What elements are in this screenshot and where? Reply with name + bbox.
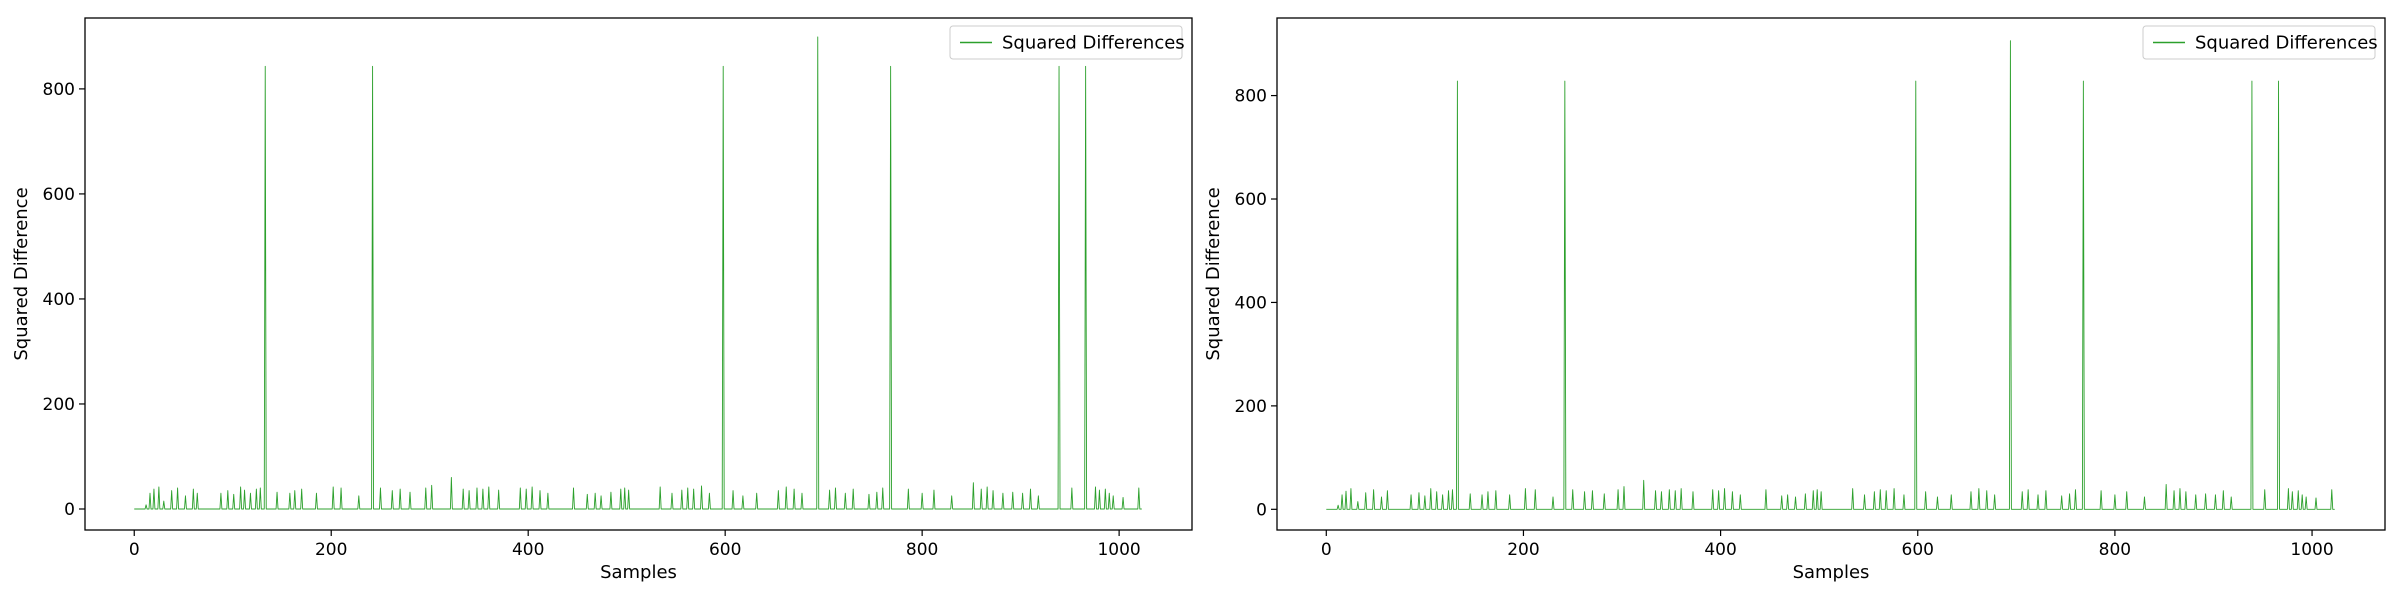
x-tick-label: 0	[129, 540, 140, 560]
legend-label: Squared Differences	[2195, 33, 2378, 54]
series-line-squared-differences	[134, 36, 1142, 510]
legend: Squared Differences	[949, 25, 1185, 60]
x-tick-label: 800	[906, 540, 938, 560]
x-tick-label: 1000	[2290, 540, 2333, 560]
chart-panel-1: 0 200 400 600 800 1000 0 200 400 600 800 Samples Squ…	[11, 17, 1193, 583]
y-tick-label: 800	[43, 80, 75, 100]
y-tick-label: 600	[1235, 190, 1267, 210]
legend: Squared Differences	[2142, 25, 2378, 60]
legend-box	[949, 25, 1183, 60]
y-tick-label: 0	[1256, 500, 1267, 520]
x-tick-label: 400	[1704, 540, 1736, 560]
x-tick-label: 200	[1507, 540, 1539, 560]
legend-label: Squared Differences	[1002, 33, 1185, 54]
x-tick-label: 200	[315, 540, 347, 560]
y-tick-label: 0	[64, 500, 75, 520]
y-axis-title: Squared Difference	[1203, 187, 1224, 360]
x-axis-title: Samples	[600, 562, 677, 583]
y-tick-label: 200	[1235, 397, 1267, 417]
plot-frame	[1276, 17, 2386, 531]
y-tick-label: 400	[1235, 293, 1267, 313]
x-tick-label: 0	[1321, 540, 1332, 560]
y-axis-title: Squared Difference	[11, 187, 32, 360]
x-tick-label: 600	[1902, 540, 1934, 560]
y-tick-label: 400	[43, 290, 75, 310]
y-tick-label: 600	[43, 185, 75, 205]
plot-frame	[84, 17, 1193, 531]
chart-panel-2: 0 200 400 600 800 1000 0 200 400 600 800 Samples Squ…	[1203, 17, 2386, 583]
x-tick-label: 400	[512, 540, 544, 560]
x-tick-label: 1000	[1097, 540, 1140, 560]
y-tick-label: 200	[43, 395, 75, 415]
legend-box	[2142, 25, 2376, 60]
series-line-squared-differences	[1326, 40, 2335, 510]
x-tick-label: 600	[709, 540, 741, 560]
x-tick-label: 800	[2099, 540, 2131, 560]
x-axis-title: Samples	[1793, 562, 1870, 583]
y-tick-label: 800	[1235, 87, 1267, 107]
